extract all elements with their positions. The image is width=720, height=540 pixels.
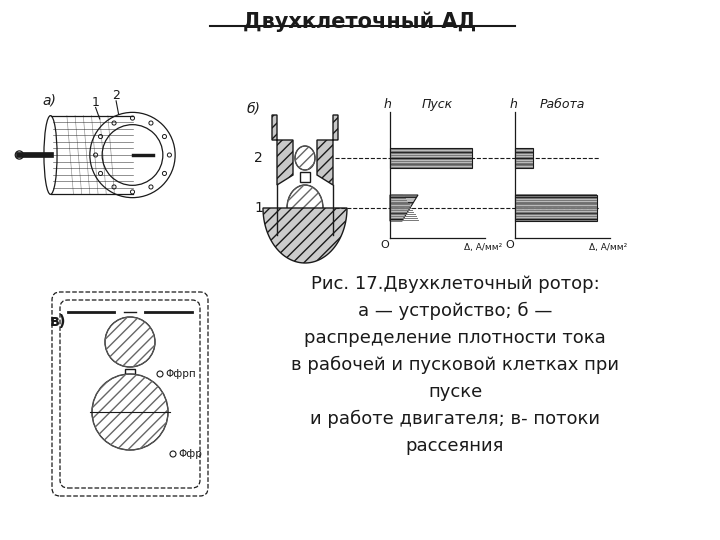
Polygon shape <box>317 115 338 185</box>
Text: Δ, А/мм²: Δ, А/мм² <box>464 243 502 252</box>
Text: Пуск: Пуск <box>421 98 453 111</box>
Text: а — устройство; б —: а — устройство; б — <box>358 302 552 320</box>
Text: 2: 2 <box>254 151 263 165</box>
Text: Φфрп: Φфрп <box>165 369 196 379</box>
Ellipse shape <box>287 185 323 231</box>
Polygon shape <box>272 115 293 185</box>
Text: а): а) <box>42 93 56 107</box>
Text: б): б) <box>247 101 261 115</box>
Circle shape <box>15 151 24 159</box>
Text: пуске: пуске <box>428 383 482 401</box>
Circle shape <box>105 317 155 367</box>
Polygon shape <box>300 172 310 182</box>
Circle shape <box>92 374 168 450</box>
Text: 2: 2 <box>112 89 120 102</box>
Text: O: O <box>381 240 390 250</box>
Text: 1: 1 <box>254 201 263 215</box>
Text: распределение плотности тока: распределение плотности тока <box>304 329 606 347</box>
Text: в рабочей и пусковой клетках при: в рабочей и пусковой клетках при <box>291 356 619 374</box>
Text: Работа: Работа <box>539 98 585 111</box>
Polygon shape <box>390 195 418 221</box>
Text: в): в) <box>50 314 66 329</box>
Text: 1: 1 <box>91 96 99 109</box>
Polygon shape <box>125 369 135 380</box>
Text: h: h <box>384 98 392 111</box>
Text: рассеяния: рассеяния <box>406 437 504 455</box>
Ellipse shape <box>295 146 315 170</box>
Text: O: O <box>505 240 514 250</box>
Polygon shape <box>263 208 347 263</box>
Text: h: h <box>509 98 517 111</box>
Text: Рис. 17.Двухклеточный ротор:: Рис. 17.Двухклеточный ротор: <box>310 275 599 293</box>
Text: и работе двигателя; в- потоки: и работе двигателя; в- потоки <box>310 410 600 428</box>
Polygon shape <box>515 195 597 221</box>
Text: Двухклеточный АД: Двухклеточный АД <box>243 12 477 32</box>
Text: Δ, А/мм²: Δ, А/мм² <box>589 243 627 252</box>
Polygon shape <box>515 148 533 168</box>
Text: Φфр: Φфр <box>178 449 202 459</box>
Polygon shape <box>390 148 472 168</box>
